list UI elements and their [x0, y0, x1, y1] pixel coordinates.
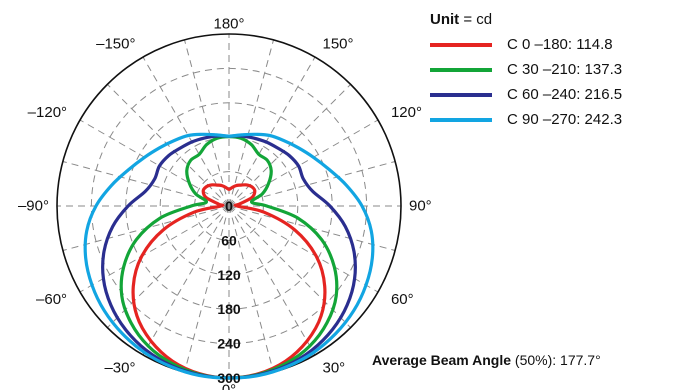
grid-spoke [184, 39, 230, 207]
angle-tick-label: –60° [36, 291, 67, 308]
grid-spoke [107, 84, 230, 207]
grid-spoke [228, 56, 316, 207]
angle-tick-label: –150° [96, 36, 135, 53]
grid-spoke [228, 84, 351, 207]
radial-tick-label: 120 [217, 267, 241, 283]
legend-item: C 0 –180: 114.8 [430, 32, 622, 57]
legend-swatch [430, 117, 492, 122]
angle-tick-label: 180° [213, 16, 244, 33]
angle-tick-label: 90° [409, 198, 432, 215]
grid-spoke [142, 205, 230, 356]
grid-spoke [107, 205, 230, 328]
grid-circle [125, 102, 333, 310]
radial-tick-label: 240 [217, 336, 241, 352]
radial-tick-label: 300 [217, 370, 241, 386]
grid-spoke [184, 205, 230, 373]
grid-circle [159, 136, 299, 276]
angle-tick-label: –30° [104, 359, 135, 376]
legend-item: C 30 –210: 137.3 [430, 57, 622, 82]
angle-tick-label: 30° [323, 359, 346, 376]
radial-tick-label: 180 [217, 301, 241, 317]
angle-tick-label: 120° [391, 104, 422, 121]
grid-spoke [228, 39, 274, 207]
legend-item: C 60 –240: 216.5 [430, 82, 622, 107]
beam-angle-note: Average Beam Angle (50%): 177.7° [372, 352, 601, 368]
grid-spoke [228, 205, 351, 328]
grid-spoke [142, 56, 230, 207]
grid-spoke [228, 205, 274, 373]
polar-labels: 0° 30° –30° 60° –60° 90° –90° 120° –120° 150° –150… [18, 16, 432, 390]
angle-tick-label: 60° [391, 291, 414, 308]
legend-item: C 90 –270: 242.3 [430, 107, 622, 132]
angle-tick-label: –120° [28, 104, 67, 121]
angle-tick-label: 0° [222, 382, 236, 390]
radial-tick-label: 60 [221, 232, 237, 248]
legend-label: C 60 –240: 216.5 [507, 86, 623, 103]
legend-swatch [430, 42, 492, 47]
legend-label: C 0 –180: 114.8 [507, 36, 613, 53]
angle-tick-label: 150° [323, 36, 354, 53]
legend-swatch [430, 67, 492, 72]
grid-spoke [228, 205, 316, 356]
legend: Unit = cd C 0 –180: 114.8 C 30 –210: 137… [430, 8, 622, 132]
polar-curves [83, 132, 375, 380]
series-curve [131, 183, 327, 380]
grid-spoke [228, 205, 379, 293]
radial-tick-label: 0 [225, 198, 233, 214]
legend-swatch [430, 92, 492, 97]
series-curve [83, 132, 375, 380]
angle-tick-label: –90° [18, 198, 49, 215]
legend-label: C 30 –210: 137.3 [507, 61, 623, 78]
legend-label: C 90 –270: 242.3 [507, 111, 623, 128]
unit-label: Unit = cd [430, 11, 493, 28]
grid-spoke [79, 205, 230, 293]
